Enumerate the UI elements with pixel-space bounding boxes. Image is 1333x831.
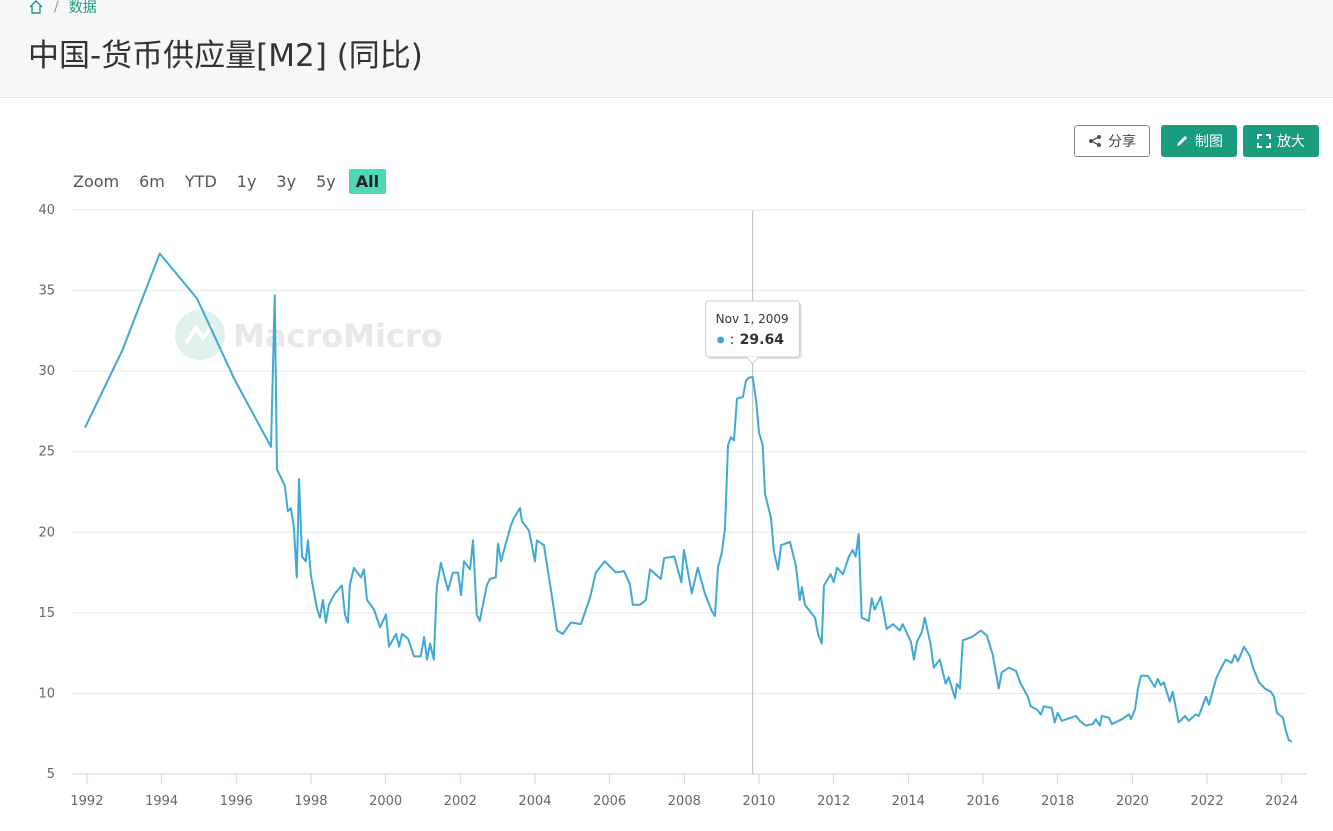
x-tick-label: 1994 — [145, 794, 178, 809]
x-tick-label: 2012 — [817, 794, 850, 809]
watermark-logo — [175, 310, 225, 360]
range-button[interactable]: 1y — [236, 171, 257, 191]
share-button[interactable]: 分享 — [1074, 125, 1150, 157]
x-tick-label: 1998 — [294, 794, 327, 809]
y-tick-label: 10 — [38, 686, 55, 701]
watermark-logo-mark — [184, 323, 215, 345]
x-tick-label: 2016 — [966, 794, 999, 809]
zoom-label: Zoom — [73, 171, 120, 191]
tooltip-box — [705, 300, 801, 358]
x-tick-label: 2002 — [444, 794, 477, 809]
tooltip-separator: : — [730, 332, 735, 348]
breadcrumb: / 数据 — [28, 0, 97, 17]
tooltip-date: Nov 1, 2009 — [716, 312, 789, 326]
button-label: 放大 — [1277, 134, 1305, 150]
y-tick-label: 25 — [38, 445, 55, 460]
y-tick-label: 20 — [38, 525, 55, 540]
y-tick-label: 40 — [38, 203, 55, 218]
x-tick-label: 1996 — [220, 794, 253, 809]
x-tick-label: 2018 — [1041, 794, 1074, 809]
x-tick-label: 2004 — [518, 794, 551, 809]
range-selector: Zoom 6m YTD 1y 3y 5y All — [66, 168, 387, 194]
y-tick-label: 30 — [38, 364, 55, 379]
range-button[interactable]: 3y — [276, 171, 297, 191]
range-button[interactable]: YTD — [184, 171, 217, 191]
tooltip: Nov 1, 2009: 29.64 — [705, 300, 802, 365]
x-tick-label: 2000 — [369, 794, 402, 809]
page-header: / 数据 中国-货币供应量[M2] (同比) — [0, 0, 1333, 98]
x-tick-label: 2014 — [892, 794, 925, 809]
breadcrumb-link[interactable]: 数据 — [68, 0, 97, 16]
x-tick-label: 1992 — [70, 794, 103, 809]
x-tick-label: 2022 — [1191, 794, 1224, 809]
chart-button[interactable]: 制图 — [1161, 125, 1237, 157]
y-tick-label: 35 — [38, 284, 55, 299]
tooltip-pointer — [746, 356, 760, 365]
button-label: 制图 — [1195, 134, 1223, 150]
x-tick-label: 2008 — [668, 794, 701, 809]
range-button[interactable]: 5y — [316, 171, 336, 191]
breadcrumb-separator: / — [54, 0, 59, 15]
expand-icon — [1257, 134, 1271, 148]
home-icon[interactable] — [28, 0, 44, 15]
watermark: MacroMicro — [175, 310, 443, 360]
tooltip-value: 29.64 — [740, 332, 785, 348]
y-tick-label: 5 — [47, 767, 55, 782]
watermark-text: MacroMicro — [233, 317, 443, 355]
tooltip-dot — [717, 336, 725, 344]
expand-button[interactable]: 放大 — [1243, 125, 1319, 157]
x-tick-label: 2006 — [593, 794, 626, 809]
pencil-icon — [1177, 136, 1187, 146]
range-button[interactable]: 6m — [139, 171, 165, 191]
button-label: 分享 — [1108, 134, 1136, 150]
range-button[interactable]: All — [348, 168, 387, 194]
x-tick-label: 2020 — [1116, 794, 1149, 809]
share-icon — [1089, 135, 1101, 147]
series-line — [84, 252, 1293, 743]
page-title: 中国-货币供应量[M2] (同比) — [28, 38, 423, 74]
y-tick-label: 15 — [38, 606, 55, 621]
x-tick-label: 2024 — [1265, 794, 1298, 809]
x-tick-label: 2010 — [742, 794, 775, 809]
